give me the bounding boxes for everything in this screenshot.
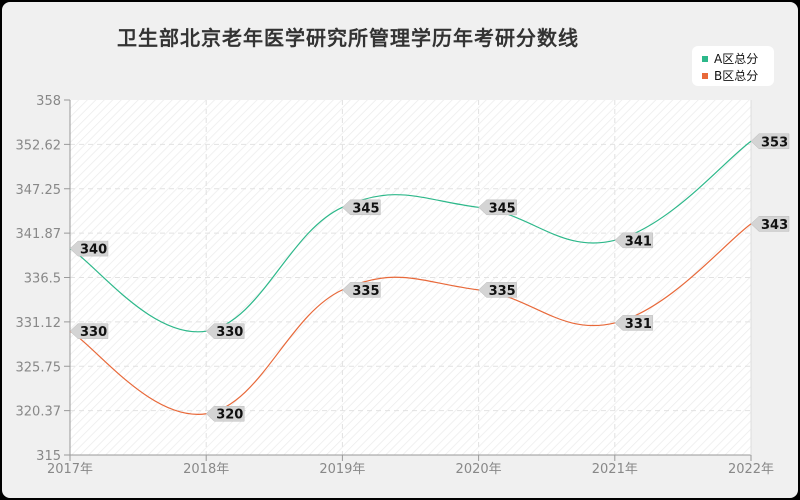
data-label: 343 <box>750 216 790 233</box>
data-label: 345 <box>478 199 517 216</box>
x-tick-label: 2018年 <box>183 462 229 477</box>
series-line-b <box>69 223 752 415</box>
plot-area: 358 352.62 347.25 341.87 336.5 331.12 325.75 32… <box>16 94 790 477</box>
y-tick-label: 336.5 <box>24 272 61 287</box>
y-tick-label: 341.87 <box>16 227 62 242</box>
chart-title: 卫生部北京老年医学研究所管理学历年考研分数线 <box>117 26 579 50</box>
series-line-a <box>69 140 752 333</box>
x-tick-label: 2022年 <box>728 462 774 477</box>
svg-text:340: 340 <box>80 243 107 258</box>
legend-label-a: A区总分 <box>714 52 759 66</box>
y-tick-label: 352.62 <box>16 138 62 153</box>
svg-text:331: 331 <box>625 317 652 332</box>
data-label: 330 <box>69 323 109 340</box>
data-label: 331 <box>614 315 654 332</box>
svg-text:335: 335 <box>352 284 379 299</box>
legend: A区总分 B区总分 <box>692 46 774 86</box>
legend-swatch-b-icon <box>702 72 708 79</box>
svg-text:341: 341 <box>625 234 652 249</box>
legend-swatch-a-icon <box>702 55 708 62</box>
y-tick-label: 315 <box>36 449 61 464</box>
legend-item-a[interactable]: A区总分 <box>702 50 758 67</box>
svg-text:343: 343 <box>761 218 788 233</box>
svg-text:320: 320 <box>216 408 243 423</box>
y-tick-label: 320.37 <box>16 405 62 420</box>
data-label: 330 <box>205 323 245 340</box>
data-label: 340 <box>69 240 109 258</box>
svg-text:330: 330 <box>216 325 243 340</box>
svg-text:345: 345 <box>489 201 516 216</box>
data-label: 341 <box>614 232 654 249</box>
y-tick-label: 331.12 <box>16 316 62 331</box>
y-tick-label: 325.75 <box>16 360 62 375</box>
x-tick-label: 2020年 <box>456 462 502 477</box>
x-tick-label: 2019年 <box>319 462 365 477</box>
legend-item-b[interactable]: B区总分 <box>702 67 758 84</box>
legend-label-b: B区总分 <box>714 69 759 83</box>
x-tick-label: 2021年 <box>592 462 638 477</box>
svg-text:330: 330 <box>80 325 107 340</box>
data-label: 335 <box>342 282 381 299</box>
data-label: 353 <box>750 133 790 150</box>
x-tick-label: 2017年 <box>47 462 93 477</box>
data-label: 345 <box>342 199 381 216</box>
y-tick-label: 347.25 <box>16 183 62 198</box>
svg-text:345: 345 <box>352 201 379 216</box>
data-label: 335 <box>478 282 517 299</box>
svg-text:353: 353 <box>761 135 788 150</box>
data-label: 320 <box>205 405 245 423</box>
y-tick-label: 358 <box>36 94 61 109</box>
svg-text:335: 335 <box>489 284 516 299</box>
